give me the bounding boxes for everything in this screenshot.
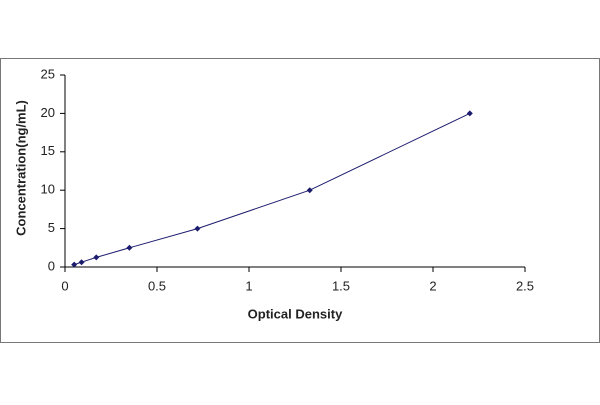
- x-tick-label: 2.5: [516, 278, 534, 293]
- point: [93, 254, 100, 261]
- point: [78, 259, 85, 266]
- y-tick-label: 15: [41, 143, 55, 158]
- point: [466, 110, 473, 117]
- y-tick-label: 20: [41, 105, 55, 120]
- x-tick-label: 2: [429, 278, 436, 293]
- point: [194, 225, 201, 232]
- point: [71, 261, 78, 268]
- y-tick-label: 5: [48, 220, 55, 235]
- y-tick-label: 25: [41, 66, 55, 81]
- y-tick-label: 0: [48, 258, 55, 273]
- x-tick-label: 0.5: [148, 278, 166, 293]
- y-tick-label: 10: [41, 182, 55, 197]
- point: [306, 187, 313, 194]
- chart-border: [0, 58, 600, 343]
- x-tick-label: 1: [245, 278, 252, 293]
- x-axis-title: Optical Density: [248, 306, 343, 321]
- x-tick-label: 0: [61, 278, 68, 293]
- y-axis-title: Concentration(ng/mL): [13, 100, 28, 236]
- point: [126, 244, 133, 251]
- x-tick-label: 1.5: [332, 278, 350, 293]
